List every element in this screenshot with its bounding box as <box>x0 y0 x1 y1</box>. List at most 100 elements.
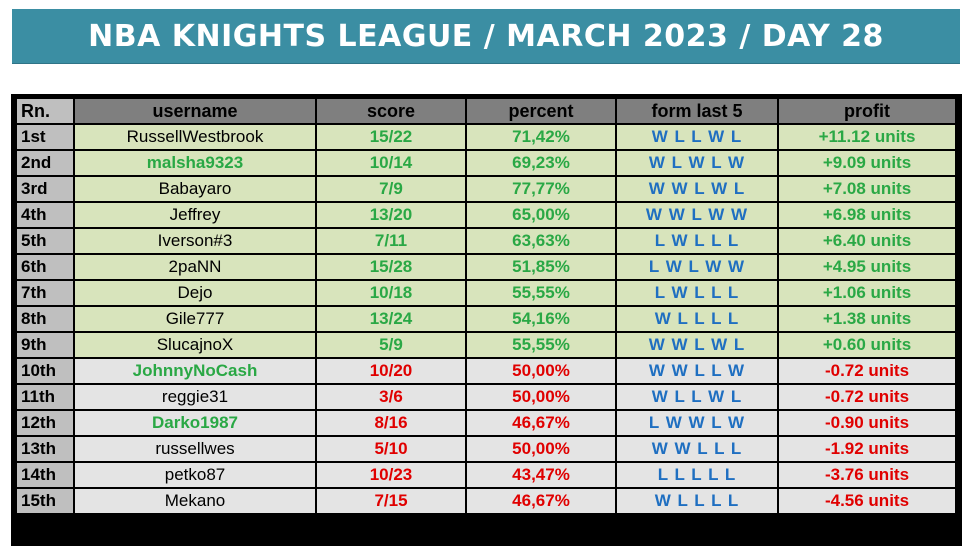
percent-cell: 55,55% <box>465 331 617 359</box>
username-cell: Gile777 <box>73 305 317 333</box>
username-cell: reggie31 <box>73 383 317 411</box>
rank-cell: 15th <box>15 487 75 515</box>
username-cell: Babayaro <box>73 175 317 203</box>
standings-table-frame: Rn. username score percent form last 5 p… <box>11 94 962 546</box>
rank-cell: 10th <box>15 357 75 385</box>
score-cell: 10/18 <box>315 279 467 307</box>
score-cell: 7/15 <box>315 487 467 515</box>
percent-cell: 54,16% <box>465 305 617 333</box>
form-cell: W W L L W <box>615 357 779 385</box>
percent-cell: 77,77% <box>465 175 617 203</box>
table-row: 1st RussellWestbrook 15/22 71,42% W L L … <box>15 123 957 151</box>
rank-cell: 12th <box>15 409 75 437</box>
table-row: 9th SlucajnoX 5/9 55,55% W W L W L +0.60… <box>15 331 957 359</box>
score-cell: 7/9 <box>315 175 467 203</box>
form-cell: L W W L W <box>615 409 779 437</box>
profit-cell: +6.40 units <box>777 227 957 255</box>
profit-cell: -0.90 units <box>777 409 957 437</box>
table-row: 7th Dejo 10/18 55,55% L W L L L +1.06 un… <box>15 279 957 307</box>
form-cell: W W L W W <box>615 201 779 229</box>
username-cell: russellwes <box>73 435 317 463</box>
profit-cell: -4.56 units <box>777 487 957 515</box>
profit-cell: +0.60 units <box>777 331 957 359</box>
username-cell: Dejo <box>73 279 317 307</box>
form-cell: W W L W L <box>615 175 779 203</box>
percent-cell: 50,00% <box>465 383 617 411</box>
table-row: 3rd Babayaro 7/9 77,77% W W L W L +7.08 … <box>15 175 957 203</box>
form-cell: L W L L L <box>615 279 779 307</box>
page-title: NBA KNIGHTS LEAGUE / MARCH 2023 / DAY 28 <box>88 18 884 54</box>
form-cell: W L L L L <box>615 305 779 333</box>
score-cell: 5/9 <box>315 331 467 359</box>
score-cell: 7/11 <box>315 227 467 255</box>
table-row: 13th russellwes 5/10 50,00% W W L L L -1… <box>15 435 957 463</box>
score-cell: 13/20 <box>315 201 467 229</box>
percent-cell: 50,00% <box>465 357 617 385</box>
rank-cell: 5th <box>15 227 75 255</box>
profit-cell: -0.72 units <box>777 383 957 411</box>
table-header-row: Rn. username score percent form last 5 p… <box>15 97 957 125</box>
form-cell: L W L W W <box>615 253 779 281</box>
profit-cell: -1.92 units <box>777 435 957 463</box>
score-cell: 3/6 <box>315 383 467 411</box>
rank-cell: 11th <box>15 383 75 411</box>
table-row: 4th Jeffrey 13/20 65,00% W W L W W +6.98… <box>15 201 957 229</box>
rank-cell: 7th <box>15 279 75 307</box>
score-cell: 10/14 <box>315 149 467 177</box>
rank-cell: 2nd <box>15 149 75 177</box>
percent-cell: 46,67% <box>465 409 617 437</box>
form-cell: W L L L L <box>615 487 779 515</box>
table-row: 12th Darko1987 8/16 46,67% L W W L W -0.… <box>15 409 957 437</box>
profit-cell: -0.72 units <box>777 357 957 385</box>
percent-cell: 63,63% <box>465 227 617 255</box>
title-banner: NBA KNIGHTS LEAGUE / MARCH 2023 / DAY 28 <box>12 9 960 63</box>
score-cell: 10/23 <box>315 461 467 489</box>
profit-cell: +1.06 units <box>777 279 957 307</box>
username-cell: SlucajnoX <box>73 331 317 359</box>
standings-table: Rn. username score percent form last 5 p… <box>15 97 957 515</box>
rank-cell: 6th <box>15 253 75 281</box>
percent-cell: 65,00% <box>465 201 617 229</box>
form-cell: W W L W L <box>615 331 779 359</box>
username-cell: Jeffrey <box>73 201 317 229</box>
rank-cell: 13th <box>15 435 75 463</box>
header-username: username <box>73 97 317 125</box>
table-row: 14th petko87 10/23 43,47% L L L L L -3.7… <box>15 461 957 489</box>
username-cell: Mekano <box>73 487 317 515</box>
rank-cell: 3rd <box>15 175 75 203</box>
username-cell: Iverson#3 <box>73 227 317 255</box>
score-cell: 8/16 <box>315 409 467 437</box>
percent-cell: 46,67% <box>465 487 617 515</box>
username-cell: petko87 <box>73 461 317 489</box>
header-score: score <box>315 97 467 125</box>
table-row: 5th Iverson#3 7/11 63,63% L W L L L +6.4… <box>15 227 957 255</box>
percent-cell: 51,85% <box>465 253 617 281</box>
rank-cell: 14th <box>15 461 75 489</box>
profit-cell: +9.09 units <box>777 149 957 177</box>
username-cell: Darko1987 <box>73 409 317 437</box>
username-cell: malsha9323 <box>73 149 317 177</box>
header-rank: Rn. <box>15 97 75 125</box>
percent-cell: 69,23% <box>465 149 617 177</box>
table-row: 11th reggie31 3/6 50,00% W L L W L -0.72… <box>15 383 957 411</box>
profit-cell: +6.98 units <box>777 201 957 229</box>
table-row: 2nd malsha9323 10/14 69,23% W L W L W +9… <box>15 149 957 177</box>
rank-cell: 8th <box>15 305 75 333</box>
score-cell: 10/20 <box>315 357 467 385</box>
score-cell: 13/24 <box>315 305 467 333</box>
form-cell: W W L L L <box>615 435 779 463</box>
form-cell: W L W L W <box>615 149 779 177</box>
header-percent: percent <box>465 97 617 125</box>
rank-cell: 9th <box>15 331 75 359</box>
profit-cell: +11.12 units <box>777 123 957 151</box>
username-cell: RussellWestbrook <box>73 123 317 151</box>
percent-cell: 50,00% <box>465 435 617 463</box>
form-cell: W L L W L <box>615 383 779 411</box>
header-profit: profit <box>777 97 957 125</box>
table-row: 10th JohnnyNoCash 10/20 50,00% W W L L W… <box>15 357 957 385</box>
table-row: 6th 2paNN 15/28 51,85% L W L W W +4.95 u… <box>15 253 957 281</box>
table-body: 1st RussellWestbrook 15/22 71,42% W L L … <box>15 123 957 515</box>
score-cell: 15/28 <box>315 253 467 281</box>
profit-cell: +4.95 units <box>777 253 957 281</box>
form-cell: W L L W L <box>615 123 779 151</box>
